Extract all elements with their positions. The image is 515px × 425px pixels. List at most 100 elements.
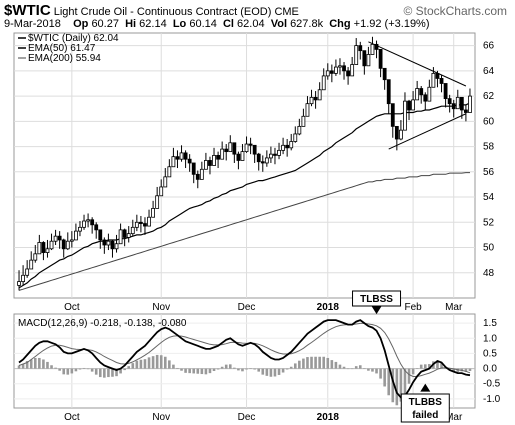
macd-histogram-bar [176, 367, 179, 369]
macd-histogram-bar [257, 368, 261, 372]
vol-label: Vol [270, 18, 287, 30]
macd-histogram-bar [403, 368, 407, 394]
candle-body [199, 168, 204, 180]
macd-histogram-bar [371, 368, 374, 372]
macd-histogram-bar [322, 356, 326, 369]
candle-body [273, 153, 277, 156]
candle-body [415, 88, 420, 101]
candle-body [139, 221, 143, 224]
macd-histogram-bar [277, 368, 281, 375]
candle-body [459, 96, 464, 111]
macd-histogram-bar [375, 368, 378, 374]
candle-body [41, 242, 46, 253]
candle-body [98, 229, 103, 241]
candle-body [455, 96, 460, 110]
macd-histogram-bar [249, 368, 252, 369]
price-tick-label: 48 [483, 268, 495, 279]
candle-body [366, 54, 371, 67]
candle-body [439, 78, 444, 84]
candle-body [187, 158, 192, 164]
macd-histogram-bar [46, 361, 49, 369]
macd-histogram-bar [281, 368, 285, 373]
tlbss-label: TLBSS [360, 294, 393, 305]
tlbbs-label: TLBBS [409, 397, 443, 408]
month-label: Oct [64, 302, 80, 313]
macd-histogram-bar [306, 357, 309, 369]
candle-body [350, 64, 355, 77]
description: Light Crude Oil - Continuous Contract (E… [53, 6, 272, 18]
candle-body [102, 239, 107, 246]
candle-body [204, 160, 208, 170]
macd-histogram-bar [25, 361, 29, 369]
candle-body [179, 152, 184, 160]
candle-body [143, 223, 147, 227]
tlbss-arrow [371, 306, 382, 315]
candle-body [69, 239, 74, 242]
candle-body [183, 152, 188, 160]
candle-body [431, 72, 436, 88]
candle-body [390, 103, 395, 127]
macd-month-label: Nov [152, 412, 170, 423]
macd-histogram-bar [387, 368, 391, 396]
candle-body [317, 89, 322, 101]
candle-body [293, 133, 298, 142]
price-tick-label: 64 [483, 66, 495, 77]
price-tick-label: 56 [483, 167, 495, 178]
macd-histogram-bar [127, 366, 131, 369]
candle-body [423, 94, 428, 102]
candle-body [114, 243, 119, 250]
macd-histogram-bar [220, 366, 224, 369]
legend-ema200: EMA(200) 55.94 [28, 53, 101, 64]
macd-histogram-bar [62, 368, 66, 375]
candle-body [256, 153, 261, 163]
candle-body [224, 148, 229, 153]
candle-body [407, 100, 411, 111]
op-value: 60.27 [91, 18, 119, 30]
candle-body [86, 219, 90, 222]
macd-histogram-bar [38, 357, 41, 369]
candle-body [305, 103, 310, 117]
candle-body [25, 268, 30, 276]
macd-histogram-bar [147, 357, 151, 369]
chart-title: $WTIC Light Crude Oil - Continuous Contr… [4, 2, 299, 19]
candle-body [289, 141, 294, 149]
candle-body [382, 67, 387, 81]
candle-body [17, 281, 21, 286]
macd-month-label: Dec [238, 412, 256, 423]
macd-histogram-bar [94, 368, 98, 375]
candle-body [151, 208, 155, 218]
macd-histogram-bar [285, 368, 289, 370]
candle-body [277, 149, 281, 156]
month-label: Feb [404, 302, 422, 313]
candle-body [411, 99, 415, 111]
exchange: CME [274, 6, 299, 18]
macd-tick-label: 1.5 [483, 318, 497, 329]
macd-histogram-bar [29, 359, 33, 369]
macd-histogram-bar [78, 368, 82, 370]
candle-body [126, 233, 131, 238]
macd-month-label: Mar [445, 412, 463, 423]
candle-body [82, 220, 86, 228]
macd-histogram-bar [188, 368, 191, 374]
macd-histogram-bar [298, 360, 301, 369]
candle-body [33, 253, 38, 261]
candle-body [447, 98, 452, 105]
macd-histogram-bar [131, 363, 135, 369]
macd-histogram-bar [74, 368, 78, 372]
macd-tick-label: -1.0 [483, 394, 501, 405]
candle-body [110, 240, 115, 250]
macd-histogram-bar [358, 365, 362, 369]
chg-value: +1.92 (+3.19%) [353, 18, 430, 30]
macd-histogram-bar [338, 364, 342, 369]
candle-body [122, 229, 127, 238]
candle-body [37, 242, 42, 255]
macd-histogram-bar [86, 368, 90, 370]
macd-tick-label: 0.0 [483, 364, 497, 375]
macd-histogram-bar [66, 368, 70, 375]
macd-histogram-bar [90, 368, 94, 372]
macd-histogram-bar [363, 368, 366, 369]
candle-body [130, 226, 135, 235]
price-tick-label: 54 [483, 192, 495, 203]
candle-body [208, 160, 212, 166]
candle-body [419, 88, 424, 96]
